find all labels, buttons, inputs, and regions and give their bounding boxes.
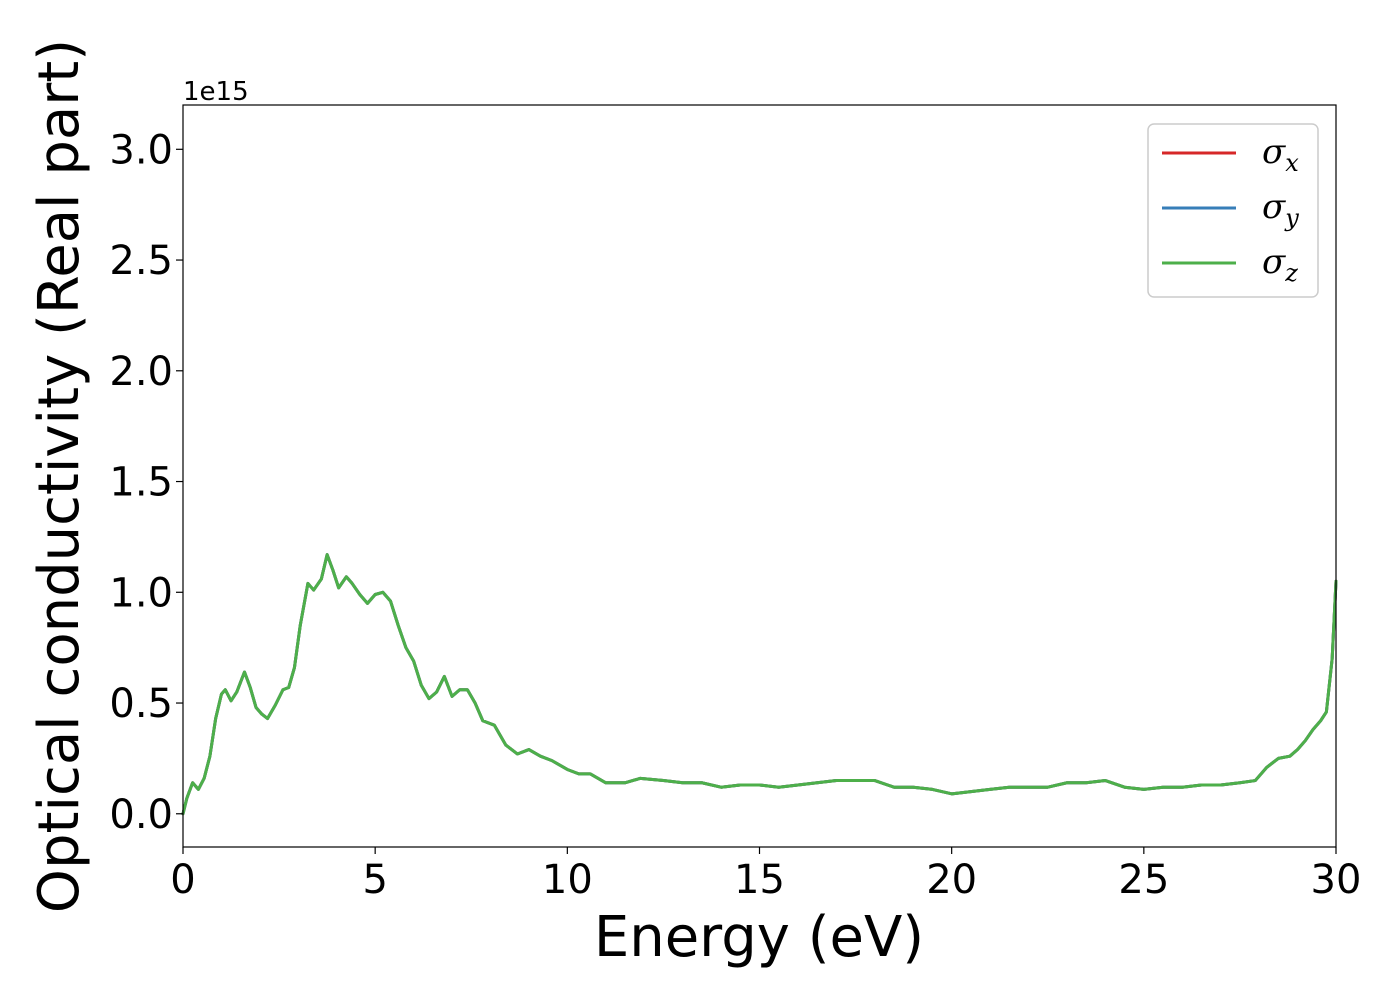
x-axis: 0 5 10 15 20 25 30 — [170, 847, 1361, 903]
x-tick-label: 25 — [1118, 857, 1169, 903]
y-tick-label: 2.5 — [109, 238, 173, 284]
x-axis-title: Energy (eV) — [594, 905, 924, 970]
x-tick-label: 10 — [542, 857, 593, 903]
y-tick-label: 1.5 — [109, 460, 173, 506]
legend-symbol: σ — [1262, 187, 1286, 227]
y-offset-label: 1e15 — [183, 77, 249, 107]
y-tick-label: 0.0 — [109, 792, 173, 838]
x-tick-label: 20 — [926, 857, 977, 903]
y-axis: 0.0 0.5 1.0 1.5 2.0 2.5 3.0 — [109, 127, 183, 838]
legend-subscript: x — [1285, 149, 1299, 177]
legend-subscript: z — [1284, 259, 1298, 287]
y-axis-title: Optical conductivity (Real part) — [27, 39, 92, 913]
legend-label-z: σz — [1262, 242, 1298, 287]
legend-symbol: σ — [1262, 242, 1286, 282]
legend-box — [1147, 123, 1319, 298]
legend-label-x: σx — [1262, 132, 1299, 177]
legend-subscript: y — [1284, 204, 1299, 232]
series-line-2 — [181, 553, 1338, 816]
y-tick-label: 2.0 — [109, 349, 173, 395]
y-tick-label: 0.5 — [109, 681, 173, 727]
x-tick-label: 5 — [362, 857, 387, 903]
y-tick-label: 1.0 — [109, 570, 173, 616]
series-layer — [181, 553, 1338, 816]
x-tick-label: 15 — [734, 857, 785, 903]
x-tick-label: 0 — [170, 857, 195, 903]
legend-label-y: σy — [1262, 187, 1299, 232]
legend-symbol: σ — [1262, 132, 1286, 172]
x-tick-label: 30 — [1311, 857, 1362, 903]
y-tick-label: 3.0 — [109, 127, 173, 173]
